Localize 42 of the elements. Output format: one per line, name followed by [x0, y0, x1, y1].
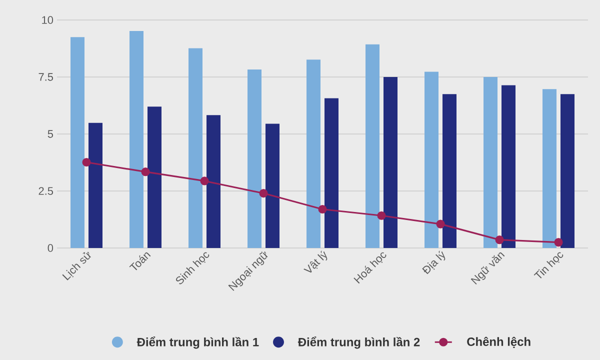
- x-tick-label: Lịch sử: [62, 252, 91, 280]
- bar: [188, 48, 203, 248]
- bar: [70, 37, 84, 248]
- point: [377, 211, 386, 220]
- point: [141, 168, 150, 176]
- x-tick-label: Tin học: [534, 252, 564, 278]
- bar: [266, 124, 280, 248]
- x-tick-label: Vật lý: [304, 250, 328, 273]
- y-tick-label: 5: [48, 130, 54, 138]
- point: [318, 204, 327, 214]
- bar: [248, 69, 262, 248]
- y-tick-label: 10: [42, 16, 54, 24]
- point: [436, 220, 445, 228]
- x-tick-label: Ngữ văn: [470, 252, 505, 285]
- bar: [366, 44, 380, 248]
- bar: [384, 77, 398, 248]
- y-tick-label: 0: [48, 244, 54, 252]
- legend-label: Điểm trung bình lần 1: [136, 336, 259, 349]
- bar: [148, 106, 162, 248]
- y-tick-label: 7.5: [38, 73, 54, 81]
- point: [554, 238, 563, 247]
- bar: [324, 98, 339, 248]
- bar: [88, 122, 102, 248]
- bar: [306, 60, 321, 248]
- bar: [442, 94, 457, 248]
- bar: [502, 85, 516, 248]
- legend-label: Chênh lệch: [467, 336, 530, 348]
- legend-label: Điểm trung bình lần 2: [298, 336, 420, 349]
- point: [82, 158, 91, 167]
- point: [495, 236, 504, 244]
- bar: [484, 77, 498, 248]
- x-tick-label: Địa lý: [422, 250, 446, 274]
- bar: [560, 94, 575, 248]
- point: [259, 188, 268, 198]
- bar: [130, 30, 144, 248]
- bar: [424, 72, 439, 248]
- x-tick-label: Toán: [129, 252, 151, 270]
- y-tick-label: 2.5: [38, 187, 54, 195]
- point: [200, 176, 209, 186]
- bar: [206, 115, 221, 248]
- x-tick-label: Sinh học: [176, 252, 210, 284]
- bar: [542, 89, 557, 248]
